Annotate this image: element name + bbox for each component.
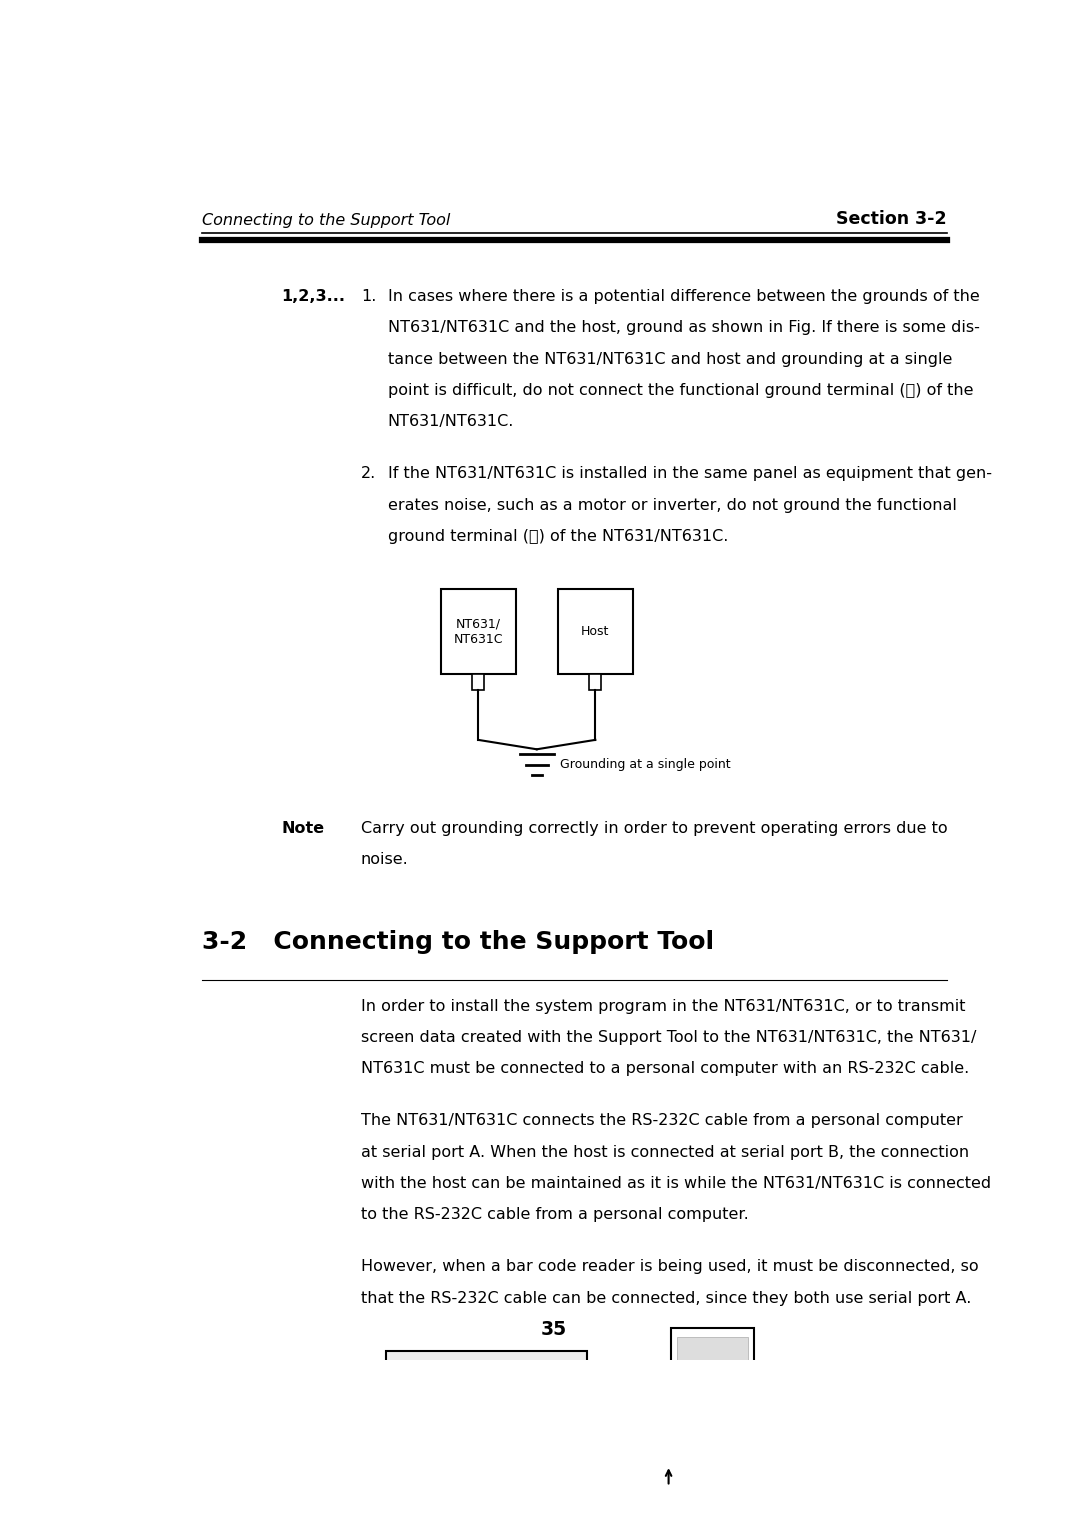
Text: to the RS-232C cable from a personal computer.: to the RS-232C cable from a personal com… bbox=[361, 1207, 748, 1222]
FancyBboxPatch shape bbox=[723, 1442, 733, 1452]
Text: that the RS-232C cable can be connected, since they both use serial port A.: that the RS-232C cable can be connected,… bbox=[361, 1291, 971, 1305]
Text: screen data created with the Support Tool to the NT631/NT631C, the NT631/: screen data created with the Support Too… bbox=[361, 1030, 976, 1045]
FancyBboxPatch shape bbox=[445, 1504, 470, 1528]
Text: In cases where there is a potential difference between the grounds of the: In cases where there is a potential diff… bbox=[388, 289, 980, 304]
Text: The NT631/NT631C connects the RS-232C cable from a personal computer: The NT631/NT631C connects the RS-232C ca… bbox=[361, 1114, 962, 1129]
FancyBboxPatch shape bbox=[419, 1410, 454, 1458]
Text: If the NT631/NT631C is installed in the same panel as equipment that gen-: If the NT631/NT631C is installed in the … bbox=[388, 466, 991, 481]
Text: 1,2,3...: 1,2,3... bbox=[282, 289, 346, 304]
FancyBboxPatch shape bbox=[738, 1455, 748, 1464]
FancyBboxPatch shape bbox=[738, 1442, 748, 1452]
Text: NT631/NT631C and the host, ground as shown in Fig. If there is some dis-: NT631/NT631C and the host, ground as sho… bbox=[388, 321, 980, 336]
Text: 1.: 1. bbox=[361, 289, 376, 304]
FancyBboxPatch shape bbox=[692, 1455, 703, 1464]
Text: 2.: 2. bbox=[361, 466, 376, 481]
Text: erates noise, such as a motor or inverter, do not ground the functional: erates noise, such as a motor or inverte… bbox=[388, 498, 957, 512]
FancyBboxPatch shape bbox=[662, 1455, 673, 1464]
FancyBboxPatch shape bbox=[707, 1455, 718, 1464]
Text: ground terminal (⨝) of the NT631/NT631C.: ground terminal (⨝) of the NT631/NT631C. bbox=[388, 529, 728, 544]
FancyBboxPatch shape bbox=[662, 1442, 673, 1452]
FancyBboxPatch shape bbox=[677, 1337, 747, 1401]
FancyBboxPatch shape bbox=[677, 1455, 688, 1464]
Text: point is difficult, do not connect the functional ground terminal (⨝) of the: point is difficult, do not connect the f… bbox=[388, 384, 973, 397]
FancyBboxPatch shape bbox=[692, 1442, 703, 1452]
Text: Host: Host bbox=[581, 625, 609, 639]
Text: NT631/NT631C.: NT631/NT631C. bbox=[388, 414, 514, 429]
FancyBboxPatch shape bbox=[472, 674, 484, 691]
Text: NT631/
NT631C: NT631/ NT631C bbox=[454, 617, 503, 646]
FancyBboxPatch shape bbox=[723, 1455, 733, 1464]
FancyBboxPatch shape bbox=[677, 1442, 688, 1452]
Text: at serial port A. When the host is connected at serial port B, the connection: at serial port A. When the host is conne… bbox=[361, 1144, 969, 1160]
Text: Grounding at a single point: Grounding at a single point bbox=[561, 758, 731, 772]
FancyBboxPatch shape bbox=[394, 1363, 428, 1389]
Text: Connecting to the Support Tool: Connecting to the Support Tool bbox=[202, 212, 450, 228]
Text: Carry out grounding correctly in order to prevent operating errors due to: Carry out grounding correctly in order t… bbox=[361, 821, 947, 836]
Text: 3-2   Connecting to the Support Tool: 3-2 Connecting to the Support Tool bbox=[202, 931, 714, 955]
FancyBboxPatch shape bbox=[532, 1363, 566, 1389]
Text: noise.: noise. bbox=[361, 853, 408, 868]
FancyBboxPatch shape bbox=[658, 1475, 679, 1500]
Text: 35: 35 bbox=[540, 1320, 567, 1339]
FancyBboxPatch shape bbox=[658, 1436, 767, 1468]
Text: NT631C must be connected to a personal computer with an RS-232C cable.: NT631C must be connected to a personal c… bbox=[361, 1060, 969, 1076]
FancyBboxPatch shape bbox=[486, 1386, 508, 1481]
Text: However, when a bar code reader is being used, it must be disconnected, so: However, when a bar code reader is being… bbox=[361, 1259, 978, 1274]
FancyBboxPatch shape bbox=[441, 1363, 474, 1389]
FancyBboxPatch shape bbox=[671, 1328, 754, 1410]
Text: In order to install the system program in the NT631/NT631C, or to transmit: In order to install the system program i… bbox=[361, 999, 966, 1013]
FancyBboxPatch shape bbox=[590, 674, 602, 691]
Text: with the host can be maintained as it is while the NT631/NT631C is connected: with the host can be maintained as it is… bbox=[361, 1175, 991, 1190]
Text: tance between the NT631/NT631C and host and grounding at a single: tance between the NT631/NT631C and host … bbox=[388, 351, 953, 367]
FancyBboxPatch shape bbox=[557, 590, 633, 674]
FancyBboxPatch shape bbox=[486, 1363, 521, 1389]
Text: Section 3-2: Section 3-2 bbox=[836, 209, 947, 228]
FancyBboxPatch shape bbox=[441, 590, 516, 674]
Text: Note: Note bbox=[282, 821, 325, 836]
FancyBboxPatch shape bbox=[707, 1442, 718, 1452]
FancyBboxPatch shape bbox=[387, 1351, 588, 1504]
